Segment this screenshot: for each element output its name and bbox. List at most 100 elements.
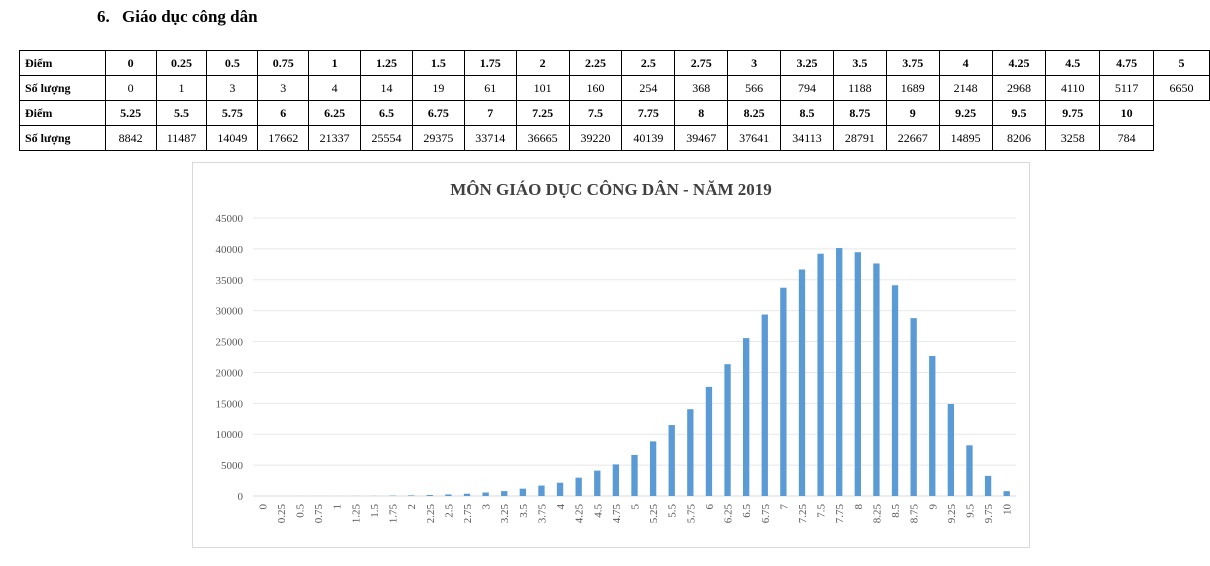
chart-title: MÔN GIÁO DỤC CÔNG DÂN - NĂM 2019 [450, 180, 772, 199]
x-tick-label: 8 [853, 504, 865, 510]
score-cell: 10 [1099, 100, 1155, 126]
x-tick-label: 3.75 [536, 504, 548, 524]
x-tick-label: 5.5 [667, 504, 679, 518]
count-cell: 3 [257, 75, 310, 101]
x-tick-label: 1.5 [369, 504, 381, 518]
score-cell: 0.25 [155, 50, 208, 76]
count-cell: 784 [1099, 125, 1155, 151]
score-cell: 6 [257, 100, 310, 126]
score-cell: 9.25 [938, 100, 993, 126]
x-tick-label: 8.75 [909, 504, 921, 524]
count-row-label: Số lượng [19, 125, 106, 151]
count-cell: 14895 [938, 125, 993, 151]
bar [687, 409, 694, 496]
x-tick-label: 3.25 [499, 504, 511, 524]
bar [798, 269, 806, 496]
x-tick-label: 4 [555, 504, 567, 510]
bar [780, 287, 787, 496]
bar [594, 470, 601, 496]
score-cell: 7.5 [568, 100, 623, 126]
y-tick-label: 15000 [216, 398, 244, 410]
bar [519, 488, 527, 496]
bar [873, 263, 880, 496]
count-cell: 29375 [411, 125, 465, 151]
x-tick-label: 4.5 [592, 504, 604, 518]
bar [538, 485, 545, 496]
score-cell: 1.75 [463, 50, 517, 76]
score-cell: 5.5 [155, 100, 208, 126]
bar [649, 441, 657, 496]
score-cell: 4 [938, 50, 993, 76]
y-tick-label: 5000 [221, 460, 244, 472]
bar [929, 355, 936, 496]
score-distribution-table: Điểm 0 0.25 0.5 0.75 1 1.25 1.5 1.75 2 2.25 2.5 2.75… [19, 50, 1210, 151]
count-cell: 36665 [515, 125, 570, 151]
x-tick-label: 5.75 [685, 503, 697, 523]
count-cell: 1689 [885, 75, 940, 101]
bar [612, 464, 620, 496]
bar [724, 364, 731, 496]
count-cell: 2968 [991, 75, 1047, 101]
bar [668, 425, 675, 496]
x-tick-label: 2.5 [443, 504, 455, 518]
x-tick-label: 7.25 [797, 504, 809, 524]
x-tick-label: 2.75 [462, 504, 474, 524]
x-tick-label: 2.25 [425, 504, 437, 524]
score-cell: 3 [727, 50, 782, 76]
count-cell: 566 [727, 75, 782, 101]
x-tick-label: 1.75 [388, 504, 400, 524]
score-cell: 0.75 [257, 50, 310, 76]
y-tick-label: 10000 [216, 429, 244, 441]
bar [966, 445, 973, 496]
x-tick-label: 3.5 [518, 504, 530, 518]
score-cell: 1 [308, 50, 362, 76]
count-cell: 17662 [257, 125, 310, 151]
count-cell: 1188 [832, 75, 887, 101]
count-cell: 28791 [832, 125, 887, 151]
score-cell: 8.5 [780, 100, 834, 126]
x-tick-label: 4.75 [611, 504, 623, 524]
count-cell: 39467 [674, 125, 729, 151]
bar [742, 338, 750, 496]
bar [947, 403, 955, 496]
x-tick-label: 0.75 [313, 504, 325, 524]
y-tick-label: 20000 [216, 367, 244, 379]
y-tick-label: 35000 [216, 275, 244, 287]
score-row-label: Điểm [19, 100, 106, 126]
bar [556, 482, 564, 496]
bar [501, 491, 508, 496]
x-tick-label: 0.25 [276, 504, 288, 524]
x-tick-label: 1.25 [350, 504, 362, 524]
count-cell: 2148 [938, 75, 993, 101]
x-tick-label: 8.5 [890, 504, 902, 518]
count-row-label: Số lượng [19, 75, 106, 101]
chart-container: MÔN GIÁO DỤC CÔNG DÂN - NĂM 2019 0 5000 10… [192, 162, 1030, 548]
x-tick-label: 9.5 [964, 504, 976, 518]
x-tick-label: 9.75 [983, 504, 995, 524]
score-cell: 3.25 [780, 50, 834, 76]
score-cell: 1.5 [411, 50, 465, 76]
bar [575, 477, 582, 496]
x-tick-label: 6.5 [741, 504, 753, 518]
bar [408, 495, 415, 496]
score-cell: 4.5 [1045, 50, 1101, 76]
score-cell: 2 [515, 50, 570, 76]
score-cell: 2.5 [621, 50, 676, 76]
count-cell: 39220 [568, 125, 623, 151]
count-cell: 6650 [1153, 75, 1210, 101]
score-cell: 9.5 [991, 100, 1047, 126]
score-cell: 4.75 [1099, 50, 1155, 76]
bar [891, 285, 899, 496]
x-tick-label: 4.25 [574, 504, 586, 524]
count-cell: 40139 [621, 125, 676, 151]
score-cell: 9.75 [1045, 100, 1101, 126]
x-tick-label: 9 [927, 504, 939, 510]
count-cell: 8206 [991, 125, 1047, 151]
score-cell: 7.75 [621, 100, 676, 126]
count-cell: 794 [780, 75, 834, 101]
x-tick-label: 0.5 [295, 504, 307, 518]
bar [705, 386, 713, 496]
score-cell: 5.75 [206, 100, 259, 126]
x-tick-label: 10 [1002, 504, 1014, 516]
bar [910, 318, 917, 496]
